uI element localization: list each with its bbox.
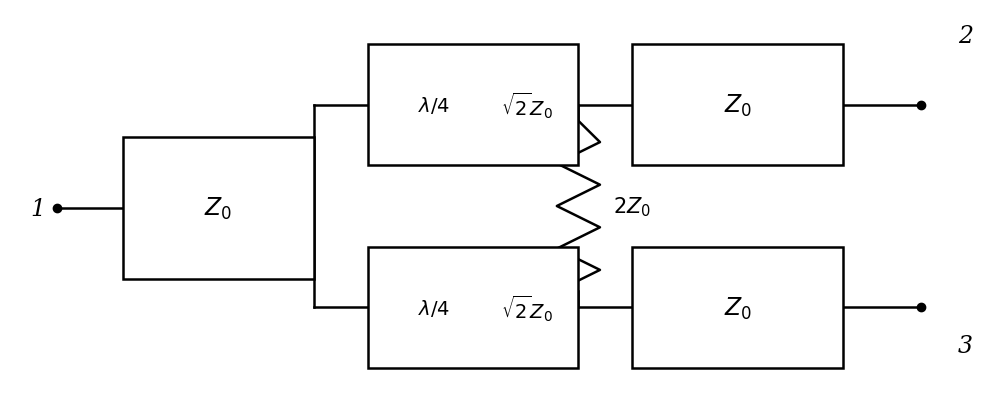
Bar <box>123 138 314 279</box>
Bar <box>632 247 843 368</box>
Text: $Z_0$: $Z_0$ <box>724 92 752 119</box>
Text: $Z_0$: $Z_0$ <box>204 195 232 222</box>
Bar <box>632 45 843 166</box>
Text: 2: 2 <box>958 25 973 48</box>
Text: $\sqrt{2}Z_0$: $\sqrt{2}Z_0$ <box>501 90 553 121</box>
Text: $Z_0$: $Z_0$ <box>724 294 752 321</box>
Bar <box>368 247 578 368</box>
Text: $2Z_0$: $2Z_0$ <box>613 195 651 218</box>
Text: $\lambda/4$: $\lambda/4$ <box>418 95 450 116</box>
Text: 3: 3 <box>958 335 973 358</box>
Bar <box>368 45 578 166</box>
Text: $\sqrt{2}Z_0$: $\sqrt{2}Z_0$ <box>501 292 553 323</box>
Text: $\lambda/4$: $\lambda/4$ <box>418 297 450 318</box>
Text: 1: 1 <box>30 197 45 220</box>
